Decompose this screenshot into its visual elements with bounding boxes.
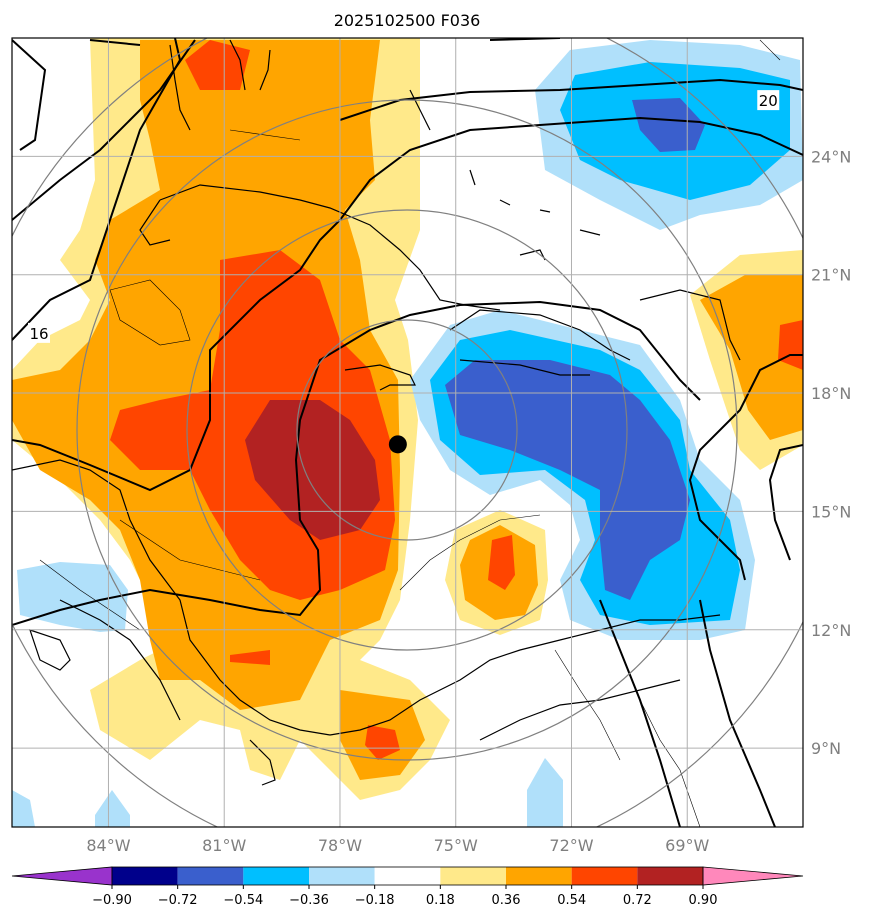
lat-tick-label: 18°N xyxy=(811,384,851,403)
positive-anomaly-east xyxy=(690,250,803,470)
lat-tick-label: 9°N xyxy=(811,739,841,758)
height-contours xyxy=(12,38,803,827)
positive-anomaly-center xyxy=(445,510,548,635)
lon-tick-label: 81°W xyxy=(202,836,246,855)
map-frame xyxy=(11,37,804,828)
lon-tick-label: 72°W xyxy=(549,836,593,855)
contour-label: 20 xyxy=(759,92,778,110)
colorbar-segment xyxy=(374,867,441,885)
colorbar-tick-label: 0.54 xyxy=(557,893,586,908)
lat-tick-label: 15°N xyxy=(811,502,851,521)
colorbar-segment xyxy=(440,867,506,885)
colorbar-segment xyxy=(177,867,244,885)
colorbar-tick-label: 0.72 xyxy=(623,893,652,908)
storm-center-marker xyxy=(388,435,407,454)
colorbar-tick-label: −0.90 xyxy=(92,893,132,908)
colorbar-tick-label: 0.18 xyxy=(426,893,455,908)
lat-tick-label: 21°N xyxy=(811,266,851,285)
colorbar-segment xyxy=(309,867,375,885)
lat-tick-label: 24°N xyxy=(811,147,851,166)
colorbar-tick-label: 0.36 xyxy=(492,893,521,908)
colorbar: −0.90 −0.72 −0.54 −0.36 −0.18 0.18 0.36 0.54 0.7… xyxy=(11,866,804,908)
negative-anomaly-southeast xyxy=(410,310,755,640)
lon-tick-label: 69°W xyxy=(665,836,709,855)
lon-tick-label: 78°W xyxy=(318,836,362,855)
positive-anomaly-west xyxy=(12,38,450,800)
plot-title: 2025102500 F036 xyxy=(334,11,481,30)
colorbar-tick-label: −0.54 xyxy=(223,893,263,908)
lon-tick-label: 75°W xyxy=(434,836,478,855)
colorbar-segment xyxy=(243,867,309,885)
longitude-tick-labels: 84°W 81°W 78°W 75°W 72°W 69°W xyxy=(86,836,709,855)
graticule xyxy=(12,38,803,827)
colorbar-frame xyxy=(111,866,704,886)
colorbar-tick-label: 0.90 xyxy=(689,893,718,908)
contour-label-bg xyxy=(28,322,51,343)
colorbar-segment xyxy=(571,867,638,885)
country-borders xyxy=(39,39,781,827)
colorbar-extend-low xyxy=(11,866,113,886)
latitude-tick-labels: 24°N 21°N 18°N 15°N 12°N 9°N xyxy=(811,147,851,758)
colorbar-segment xyxy=(637,867,703,885)
colorbar-tick-label: −0.72 xyxy=(158,893,198,908)
contour-label-bg xyxy=(757,90,780,111)
range-rings xyxy=(12,38,803,827)
colorbar-tick-label: −0.18 xyxy=(355,893,395,908)
colorbar-segment xyxy=(506,867,572,885)
lon-tick-label: 84°W xyxy=(86,836,130,855)
lat-tick-label: 12°N xyxy=(811,621,851,640)
coastlines xyxy=(12,39,741,786)
colorbar-segment xyxy=(112,867,178,885)
colorbar-extend-high xyxy=(702,866,804,886)
contour-label: 16 xyxy=(29,325,48,343)
colorbar-tick-label: −0.36 xyxy=(289,893,329,908)
